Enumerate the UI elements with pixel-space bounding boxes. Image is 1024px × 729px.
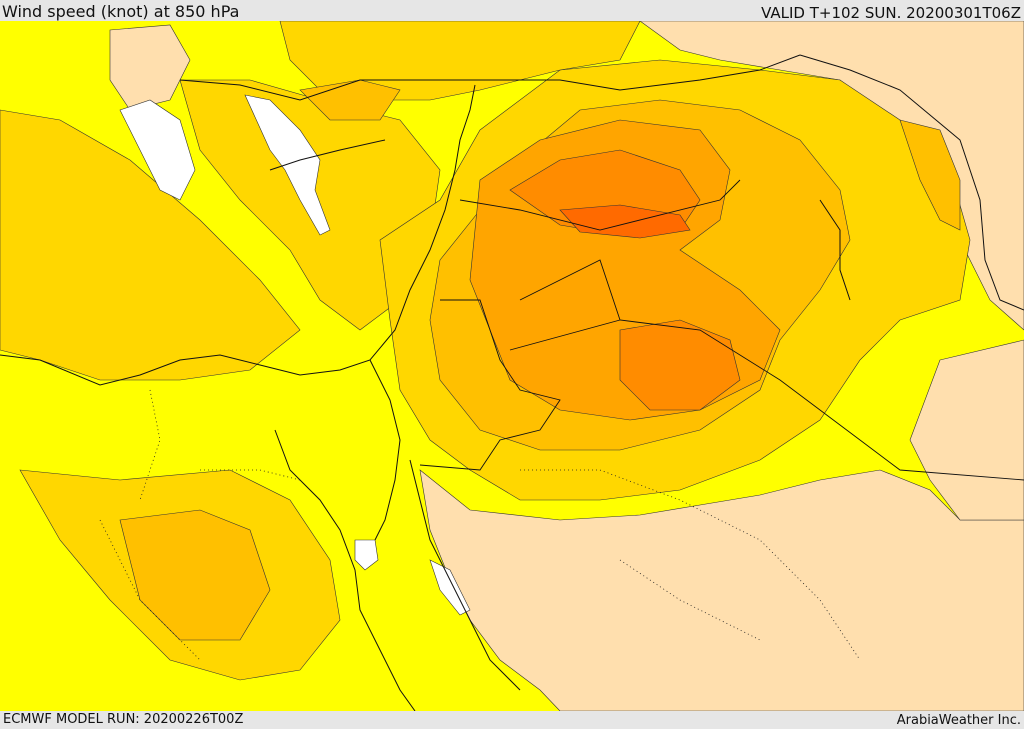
darkest-orange-core [559, 204, 691, 239]
footer-bar [0, 711, 1024, 729]
low-wind-aegean [109, 24, 191, 111]
borders [419, 179, 1024, 481]
low-wind-gulf [909, 339, 1024, 521]
map-title: Wind speed (knot) at 850 hPa [2, 2, 240, 21]
header-bar [0, 0, 1024, 21]
calm-patch-west [119, 99, 196, 201]
orange-sinai [119, 509, 271, 641]
orange-turkey-strip [299, 79, 401, 121]
dark-orange-iraq [619, 319, 741, 411]
province-boundaries [99, 389, 861, 661]
calm-patch-redsea [429, 559, 471, 616]
orange-iran-strip [899, 119, 961, 231]
gold-north-africa [0, 109, 301, 381]
calm-patch-cyprus [244, 94, 331, 236]
credit-label: ArabiaWeather Inc. [896, 713, 1021, 728]
model-run-label: ECMWF MODEL RUN: 20200226T00Z [3, 712, 244, 727]
valid-time: VALID T+102 SUN. 20200301T06Z [761, 4, 1021, 22]
wind-speed-map [0, 21, 1024, 711]
coastlines [0, 54, 1024, 711]
calm-patch-gulf [354, 539, 379, 571]
